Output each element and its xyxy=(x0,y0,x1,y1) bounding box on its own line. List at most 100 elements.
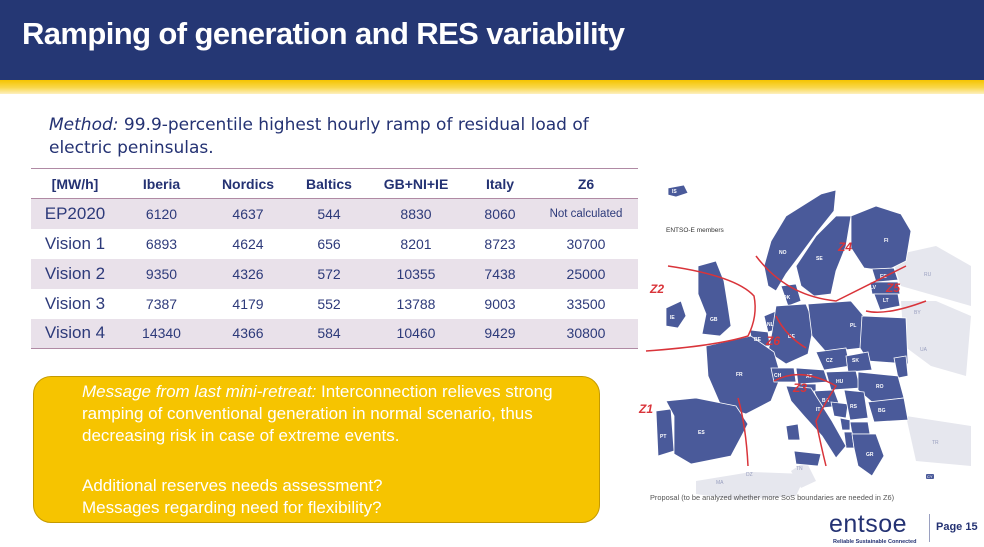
country-label: TN xyxy=(796,466,803,472)
country-label: NO xyxy=(779,250,787,256)
table-cell: 30700 xyxy=(566,235,606,252)
zone-boundary-z6 xyxy=(775,315,807,349)
method-text: Method: 99.9-percentile highest hourly r… xyxy=(49,114,609,160)
page-number: Page 15 xyxy=(936,521,978,533)
table-cell: 25000 xyxy=(534,258,638,289)
table-cell: 9003 xyxy=(484,295,516,312)
country-label: CY xyxy=(927,474,933,479)
table-cell: 8830 xyxy=(366,198,466,229)
country-label: TR xyxy=(932,440,939,446)
country-label: LT xyxy=(883,298,889,304)
zone-boundary-z4 xyxy=(755,255,907,302)
row-label: Vision 4 xyxy=(31,318,119,349)
row-label: Vision 3 xyxy=(44,293,106,313)
zone-label-z2: Z2 xyxy=(649,282,664,296)
table-cell: 572 xyxy=(292,258,366,289)
country-label: FI xyxy=(884,238,889,244)
country-label: ES xyxy=(698,430,705,436)
country-label: SK xyxy=(852,358,859,364)
row-label: Vision 1 xyxy=(44,233,106,253)
map-legend: ENTSO-E members xyxy=(666,227,725,234)
country-label: MA xyxy=(716,480,724,486)
table-cell: 656 xyxy=(317,235,341,252)
table-cell: 7438 xyxy=(466,258,534,289)
table-cell: 8201 xyxy=(400,235,432,252)
zone-label-z3: Z3 xyxy=(792,381,807,395)
col-header-iberia: Iberia xyxy=(119,168,204,199)
zone-label-z4: Z4 xyxy=(837,240,852,254)
message-paragraph: Message from last mini-retreat: Intercon… xyxy=(82,381,592,447)
country-label: SE xyxy=(816,256,823,262)
country-label: IT xyxy=(816,407,820,413)
logo-tagline: Reliable Sustainable Connected xyxy=(833,539,917,545)
table-cell: 544 xyxy=(292,198,366,229)
country-label: NL xyxy=(767,322,774,328)
table-cell: 552 xyxy=(317,295,341,312)
zone-boundary-z3 xyxy=(773,373,838,467)
table-cell: 14340 xyxy=(119,318,204,349)
table-cell: 4326 xyxy=(204,258,292,289)
cyprus-marker xyxy=(926,474,934,479)
country-label: BG xyxy=(878,408,886,414)
table-cell: 7387 xyxy=(145,295,178,312)
table-cell: 30800 xyxy=(534,318,638,349)
table-cell: 6893 xyxy=(145,235,178,252)
country-label: FR xyxy=(736,372,743,378)
footer-divider xyxy=(929,514,930,542)
table-cell: 4366 xyxy=(204,318,292,349)
accent-band xyxy=(0,80,984,94)
country-label: CZ xyxy=(826,358,833,364)
method-body: 99.9-percentile highest hourly ramp of r… xyxy=(49,115,589,158)
table-cell: 9350 xyxy=(119,258,204,289)
row-label: Vision 2 xyxy=(31,258,119,289)
col-header-italy: Italy xyxy=(466,168,534,199)
table-row: Vision 3 7387 4179 552 13788 9003 33500 xyxy=(31,289,638,319)
country-label: IE xyxy=(670,315,675,321)
table-cell: 8723 xyxy=(484,235,516,252)
table-cell: Not calculated xyxy=(534,198,638,229)
entsoe-logo: entsoe Reliable Sustainable Connected xyxy=(829,510,924,547)
country-label: RO xyxy=(876,384,884,390)
country-label: PL xyxy=(850,323,856,329)
country-label: GR xyxy=(866,452,874,458)
col-header-gb: GB+NI+IE xyxy=(366,168,466,199)
zone-label-z1: Z1 xyxy=(638,402,653,416)
table-row: Vision 2 9350 4326 572 10355 7438 25000 xyxy=(31,258,638,289)
logo-wordmark: entsoe xyxy=(829,510,908,538)
zone-label-z6: Z6 xyxy=(765,334,780,348)
country-label: BA xyxy=(822,398,830,404)
table-cell: 6120 xyxy=(119,198,204,229)
country-label: PT xyxy=(660,434,666,440)
country-label: BY xyxy=(914,310,921,316)
country-label: HU xyxy=(836,379,844,385)
table-cell: 4179 xyxy=(232,295,264,312)
table-cell: 584 xyxy=(292,318,366,349)
title-bar: Ramping of generation and RES variabilit… xyxy=(0,0,984,80)
table-cell: 10355 xyxy=(366,258,466,289)
zone-label-z5: Z5 xyxy=(885,281,900,295)
table-row: Vision 4 14340 4366 584 10460 9429 30800 xyxy=(31,318,638,349)
table-cell: 33500 xyxy=(566,295,606,312)
col-header-baltics: Baltics xyxy=(292,168,366,199)
slide-title: Ramping of generation and RES variabilit… xyxy=(22,16,625,51)
table-cell: 13788 xyxy=(396,295,436,312)
country-label: AT xyxy=(806,374,812,380)
zone-boundary-z1 xyxy=(737,397,749,467)
country-label: LV xyxy=(870,285,877,291)
map-caption: Proposal (to be analyzed whether more So… xyxy=(650,493,895,502)
method-label: Method: xyxy=(49,115,119,135)
col-header-nordics: Nordics xyxy=(204,168,292,199)
country-label: UA xyxy=(920,347,928,353)
message-line-reserves: Additional reserves needs assessment? xyxy=(82,476,383,495)
col-header-z6: Z6 xyxy=(534,168,638,199)
message-label: Message from last mini-retreat: xyxy=(82,382,317,401)
message-box: Message from last mini-retreat: Intercon… xyxy=(33,376,600,523)
country-label: RU xyxy=(924,272,932,278)
country-label: IS xyxy=(672,189,677,195)
table-cell: 10460 xyxy=(366,318,466,349)
country-label: BE xyxy=(754,337,762,343)
table-cell: 4624 xyxy=(232,235,264,252)
ramp-table: [MW/h] Iberia Nordics Baltics GB+NI+IE I… xyxy=(31,168,638,349)
table-row: Vision 1 6893 4624 656 8201 8723 30700 xyxy=(31,229,638,259)
message-body: Interconnection relieves strong ramping … xyxy=(82,382,553,445)
